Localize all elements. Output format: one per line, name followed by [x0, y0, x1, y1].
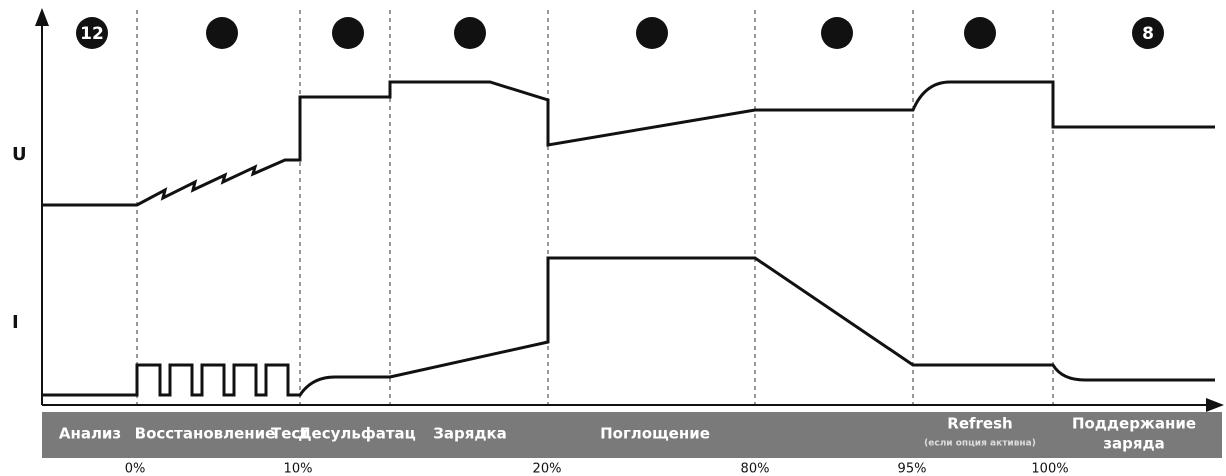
- phase-label: Поглощение: [600, 425, 710, 443]
- phase-label: Зарядка: [433, 425, 507, 443]
- phase-band: [42, 412, 1222, 458]
- phase-label: Десульфатац: [298, 425, 416, 443]
- percent-label: 100%: [1031, 462, 1068, 476]
- voltage-curve: [42, 80, 1215, 207]
- marker-label: 8: [1142, 24, 1154, 44]
- stage-markers: [76, 17, 1164, 49]
- phase-label: Refresh: [947, 415, 1012, 433]
- percent-label: 95%: [898, 462, 927, 476]
- axis-label: I: [12, 312, 19, 333]
- current-curve: [42, 256, 1215, 397]
- phase-label: Тест: [271, 425, 309, 443]
- phase-label: заряда: [1103, 435, 1164, 453]
- phase-label: Восстановление: [135, 425, 276, 443]
- percent-label: 10%: [284, 462, 313, 476]
- axis-label: U: [12, 144, 27, 165]
- phase-label: Поддержание: [1072, 415, 1196, 433]
- marker-label: 12: [80, 24, 104, 44]
- phase-note: (если опция активна): [924, 439, 1036, 449]
- percent-label: 80%: [741, 462, 770, 476]
- percent-label: 0%: [125, 462, 146, 476]
- percent-label: 20%: [533, 462, 562, 476]
- phase-label: Анализ: [59, 425, 121, 443]
- axes: [35, 8, 1224, 412]
- stage-dividers: [136, 10, 1054, 405]
